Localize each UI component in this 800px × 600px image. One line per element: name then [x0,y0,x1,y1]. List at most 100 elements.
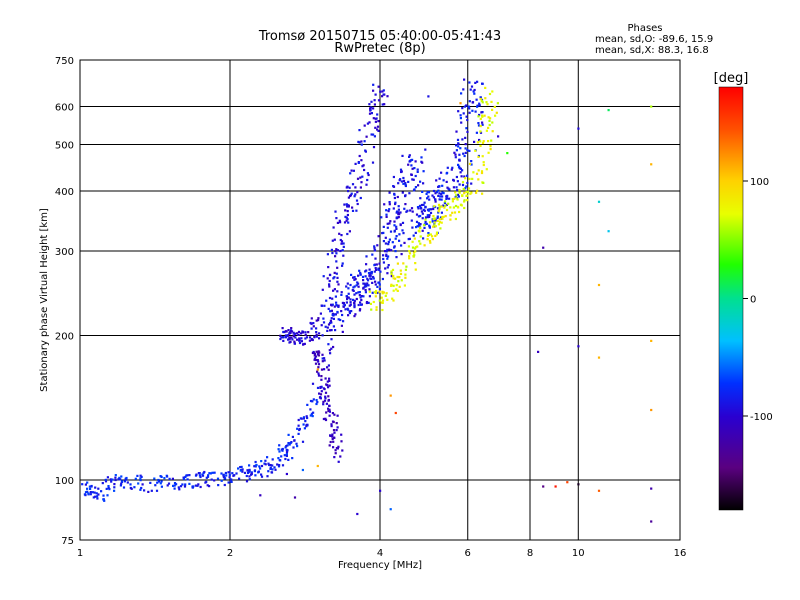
data-point [428,214,431,217]
data-point [315,335,318,338]
data-point [365,255,368,258]
data-point [311,415,314,418]
data-point [455,144,458,147]
data-point [408,257,411,260]
data-point [89,491,92,494]
data-point [467,105,470,108]
data-point [482,140,485,143]
data-point [404,273,407,276]
data-point [414,268,417,271]
data-point [389,220,392,223]
data-point [342,245,345,248]
data-point [425,222,428,225]
data-point [375,263,378,266]
data-point [184,475,187,479]
data-point [347,221,350,224]
data-point [168,477,171,480]
data-point [369,302,372,305]
data-point [466,118,469,122]
data-point [469,192,472,195]
data-point [222,475,225,478]
data-point [374,93,377,96]
data-point [459,117,462,120]
data-point [416,206,420,209]
data-point [434,198,437,201]
data-point [399,269,402,272]
data-point [400,170,403,174]
data-point [370,112,373,115]
data-point [415,220,419,223]
data-point [408,154,411,157]
data-point [358,294,361,297]
data-point [351,183,355,186]
data-point [358,309,361,312]
data-point [410,219,413,222]
data-point [241,470,244,473]
data-point [491,108,494,111]
data-point [313,354,316,357]
data-point [342,302,346,305]
data-point [383,103,386,106]
data-point [122,486,126,489]
data-point [357,161,360,164]
data-point [345,203,348,206]
data-point [437,194,440,197]
data-point [269,464,272,467]
data-point [329,329,332,332]
data-point [334,452,337,455]
data-point [377,120,380,123]
data-point [335,272,338,275]
data-point [359,186,362,189]
data-point [650,408,653,412]
data-point [397,208,400,211]
data-point [287,433,290,436]
data-point [224,477,227,480]
data-point [335,260,338,263]
data-point [414,231,417,234]
data-point [397,205,400,208]
data-point [381,291,384,294]
data-point [296,445,299,448]
data-point [186,478,189,481]
data-point [377,99,381,102]
data-point [337,283,340,286]
data-point [331,297,334,300]
data-point [390,275,393,278]
data-point [450,168,453,171]
data-point [388,248,391,251]
data-point [468,100,471,103]
data-point [465,185,468,188]
data-point [326,380,329,383]
x-axis-ticks: 1 2 4 6 8 10 16 [77,548,687,559]
data-point [445,180,448,183]
data-point [454,153,457,156]
data-point [382,291,385,294]
data-point [407,180,410,183]
data-point [86,490,89,493]
data-point [449,218,452,221]
data-point [477,124,481,127]
data-point [442,179,445,182]
data-point [542,246,545,249]
data-point [336,221,339,224]
data-point [394,411,397,415]
data-point [456,198,459,201]
data-point [84,483,87,486]
data-point [454,204,458,208]
data-point [484,86,487,89]
data-point [298,341,302,345]
data-point [456,193,460,196]
data-point [284,336,287,339]
data-point [279,334,282,337]
data-point [339,221,342,224]
data-point [464,151,467,154]
data-point [374,126,377,129]
data-point [413,247,417,250]
data-point [453,151,456,154]
data-point [320,378,323,381]
data-point [494,114,497,117]
data-point [414,246,418,249]
data-point [178,488,181,491]
data-point [458,189,461,192]
